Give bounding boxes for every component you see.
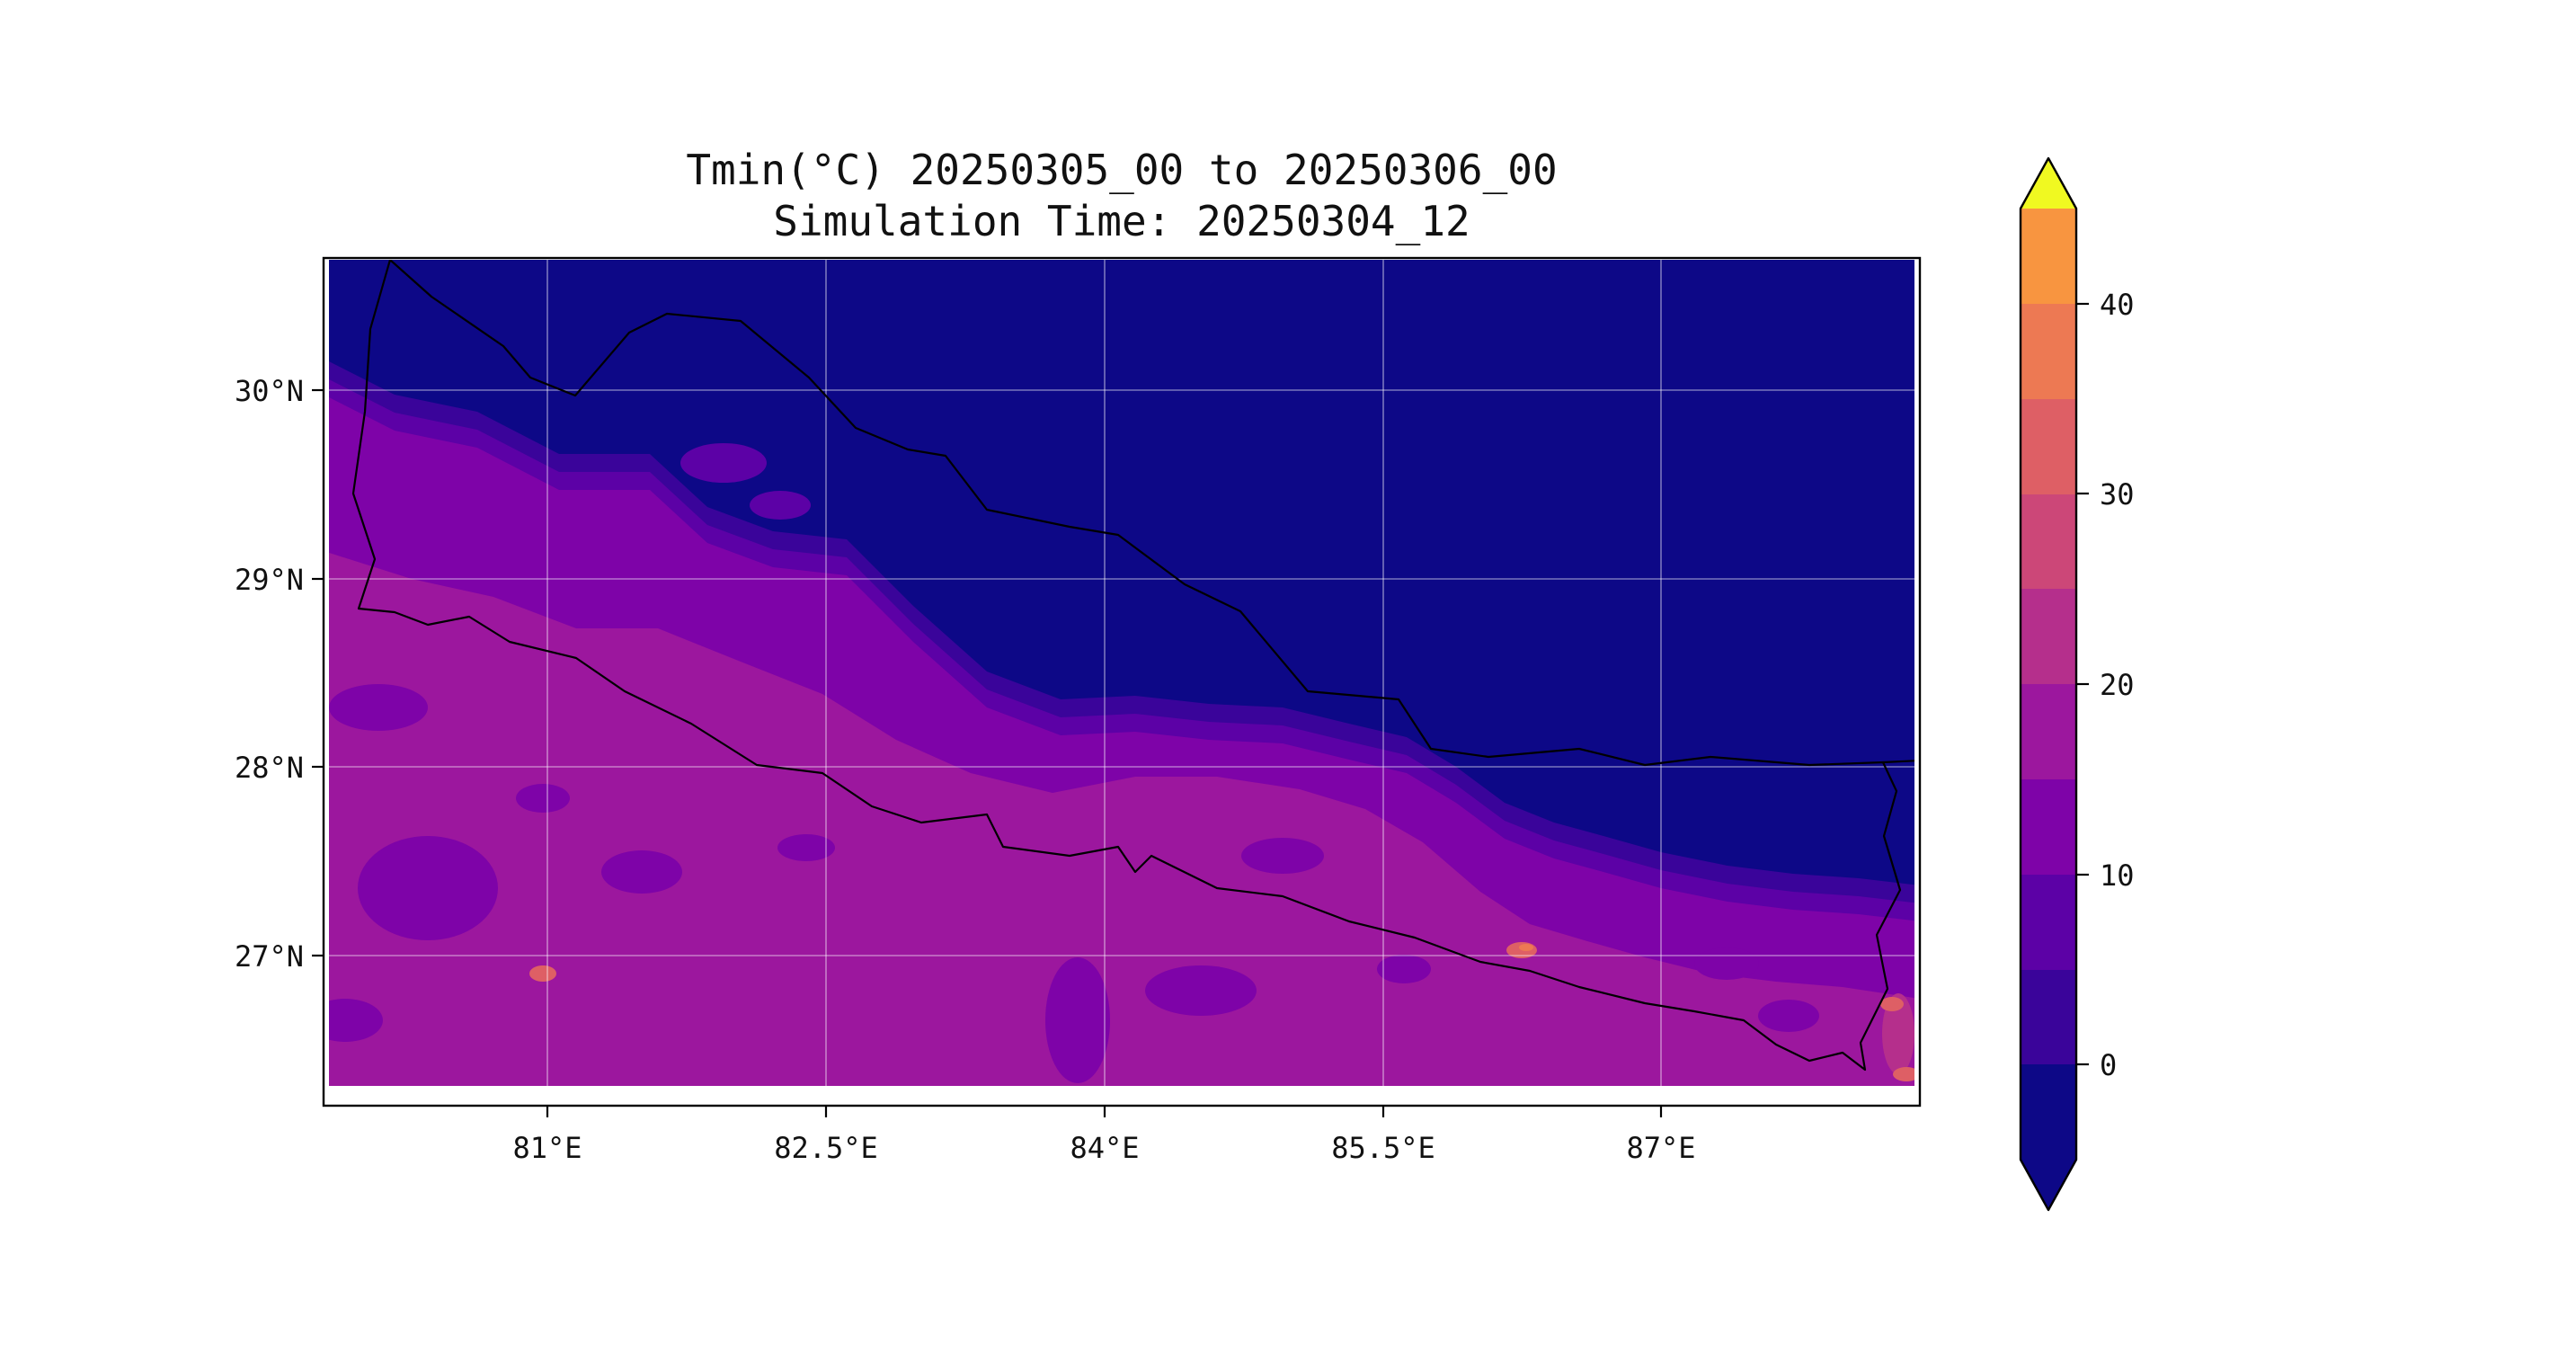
pink-patches bbox=[1882, 993, 1914, 1074]
cbar-label-20: 20 bbox=[2100, 668, 2135, 702]
x-tick-82-5E: 82.5°E bbox=[774, 1131, 878, 1165]
purple-intrusion-blobs bbox=[680, 443, 811, 520]
y-tick-29N: 29°N bbox=[235, 563, 304, 597]
y-tick-30N: 30°N bbox=[235, 374, 304, 408]
colorbar: 0 10 20 30 40 bbox=[2019, 156, 2135, 1212]
cbar-band-5-10 bbox=[2021, 875, 2076, 970]
nepal-border bbox=[351, 260, 1914, 1072]
axis-tick-marks bbox=[312, 388, 1663, 1117]
cbar-label-10: 10 bbox=[2100, 858, 2135, 893]
border-extension-east bbox=[1882, 760, 1914, 764]
cbar-band-m5-0 bbox=[2021, 1064, 2076, 1160]
y-axis-labels: 30°N 29°N 28°N 27°N bbox=[235, 374, 304, 974]
orange-spot bbox=[1519, 944, 1533, 951]
cbar-band-40-45 bbox=[2021, 209, 2076, 304]
nepal-border-path bbox=[351, 260, 1902, 1072]
map-contour-layers bbox=[329, 260, 1914, 1086]
cbar-band-10-15 bbox=[2021, 779, 2076, 875]
cbar-band-35-40 bbox=[2021, 304, 2076, 399]
y-tick-27N: 27°N bbox=[235, 939, 304, 974]
cbar-band-20-25 bbox=[2021, 589, 2076, 684]
x-tick-84E: 84°E bbox=[1070, 1131, 1139, 1165]
colorbar-outline bbox=[2019, 156, 2078, 1212]
cbar-label-30: 30 bbox=[2100, 477, 2135, 511]
colorbar-extend-upper bbox=[2021, 158, 2076, 209]
plot-title-line2: Simulation Time: 20250304_12 bbox=[773, 197, 1470, 245]
x-tick-81E: 81°E bbox=[512, 1131, 582, 1165]
colorbar-labels: 0 10 20 30 40 bbox=[2100, 288, 2135, 1082]
axes-frame bbox=[322, 256, 1922, 1107]
cool-pocket-blobs bbox=[329, 684, 1819, 1083]
cbar-label-0: 0 bbox=[2100, 1048, 2117, 1082]
x-axis-labels: 81°E 82.5°E 84°E 85.5°E 87°E bbox=[512, 1131, 1695, 1165]
cbar-label-40: 40 bbox=[2100, 288, 2135, 322]
cbar-band-0-5 bbox=[2021, 969, 2076, 1064]
colorbar-extend-lower bbox=[2021, 1160, 2076, 1210]
graticule-gridlines bbox=[329, 260, 1914, 1086]
colorbar-bands bbox=[2021, 209, 2076, 1160]
y-tick-28N: 28°N bbox=[235, 751, 304, 785]
x-tick-87E: 87°E bbox=[1626, 1131, 1695, 1165]
cbar-band-25-30 bbox=[2021, 494, 2076, 589]
cbar-band-15-20 bbox=[2021, 684, 2076, 779]
x-tick-85-5E: 85.5°E bbox=[1331, 1131, 1435, 1165]
cbar-band-30-35 bbox=[2021, 399, 2076, 494]
colorbar-tick-marks bbox=[2076, 302, 2089, 1066]
plot-title-line1: Tmin(°C) 20250305_00 to 20250306_00 bbox=[686, 146, 1557, 194]
salmon-spots bbox=[529, 942, 1914, 1081]
